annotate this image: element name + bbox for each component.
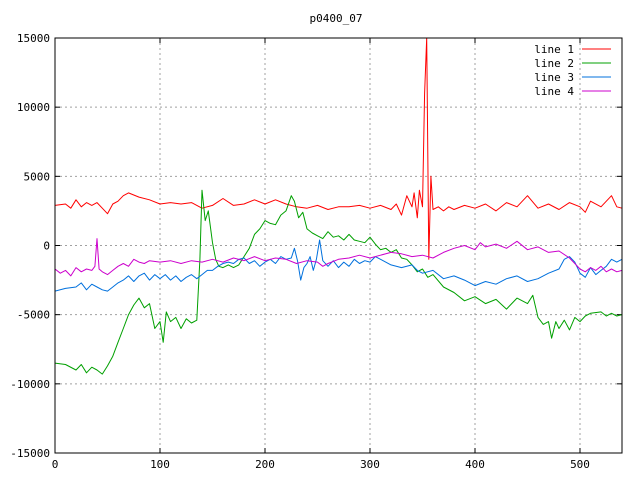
y-tick-label: 0 [43,240,50,253]
chart-title: p0400_07 [310,12,363,25]
legend-label: line 4 [534,85,574,98]
x-tick-label: 200 [255,458,275,471]
series-line-2 [54,189,623,375]
legend-label: line 3 [534,71,574,84]
series-layer [54,37,623,375]
x-tick-label: 0 [52,458,59,471]
x-tick-label: 300 [360,458,380,471]
series-line-1 [54,37,623,260]
series-line-4 [54,238,623,277]
y-tick-label: -5000 [17,309,50,322]
series-line-3 [54,239,623,292]
y-tick-label: 15000 [17,32,50,45]
y-tick-label: -10000 [10,378,50,391]
y-tick-label: -15000 [10,447,50,460]
plot-area-frame [54,37,623,454]
legend-label: line 1 [534,43,574,56]
grid [55,38,622,453]
y-tick-label: 5000 [24,170,51,183]
y-tick-label: 10000 [17,101,50,114]
x-tick-label: 400 [465,458,485,471]
x-tick-label: 500 [570,458,590,471]
legend-label: line 2 [534,57,574,70]
x-axis-ticks: 0 100 200 300 400 500 [52,38,590,471]
x-tick-label: 100 [150,458,170,471]
